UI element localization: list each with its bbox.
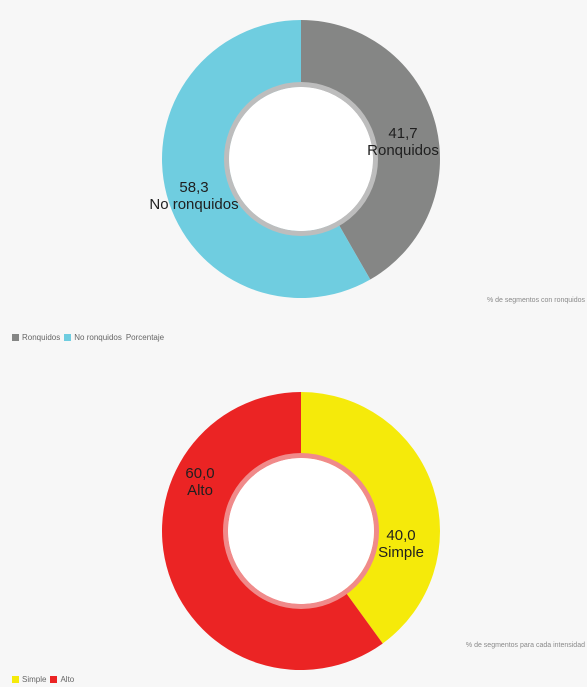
legend-swatch-no-ronquidos — [64, 334, 72, 341]
slice-category-label: Simple — [378, 544, 424, 561]
chart-legend: Ronquidos No ronquidos Porcentaje — [12, 333, 164, 342]
legend-item[interactable]: Ronquidos — [12, 333, 60, 342]
chart-legend: Simple Alto — [12, 675, 78, 684]
slice-value-label: 40,0 — [386, 527, 415, 544]
slice-value-label: 60,0 — [185, 465, 214, 482]
legend-suffix: Porcentaje — [125, 333, 165, 342]
slice-category-label: Ronquidos — [367, 142, 439, 159]
legend-label: Simple — [22, 675, 47, 684]
slice-category-label: No ronquidos — [149, 196, 238, 213]
donut-hole — [228, 458, 374, 604]
legend-swatch-simple — [12, 676, 19, 683]
chart-caption: % de segmentos con ronquidos — [486, 297, 585, 304]
legend-item[interactable]: Alto — [50, 675, 74, 684]
legend-label: No ronquidos — [74, 333, 122, 342]
slice-category-label: Alto — [187, 482, 213, 499]
donut-inner-ring — [224, 82, 378, 236]
legend-swatch-ronquidos — [12, 334, 19, 341]
donut-slice-ronquidos[interactable] — [301, 20, 440, 280]
chart-caption: % de segmentos para cada intensidad — [465, 642, 585, 649]
slice-value-label: 41,7 — [388, 125, 417, 142]
legend-label: Ronquidos — [22, 333, 61, 342]
donut-inner-ring — [223, 453, 379, 609]
snoring-donut-panel: 41,7 Ronquidos 58,3 No ronquidos % de segme… — [12, 20, 585, 342]
donut-slice-no-ronquidos[interactable] — [162, 20, 371, 298]
donut-hole — [229, 87, 373, 231]
intensity-donut-panel: 40,0 Simple 60,0 Alto % de segmentos para c… — [0, 345, 587, 687]
legend-item[interactable]: Simple — [12, 675, 46, 684]
legend-swatch-alto — [50, 676, 58, 683]
legend-label: Alto — [60, 675, 75, 684]
donut-slice-simple[interactable] — [301, 392, 441, 644]
legend-item[interactable]: No ronquidos — [64, 333, 122, 342]
slice-value-label: 58,3 — [179, 179, 208, 196]
